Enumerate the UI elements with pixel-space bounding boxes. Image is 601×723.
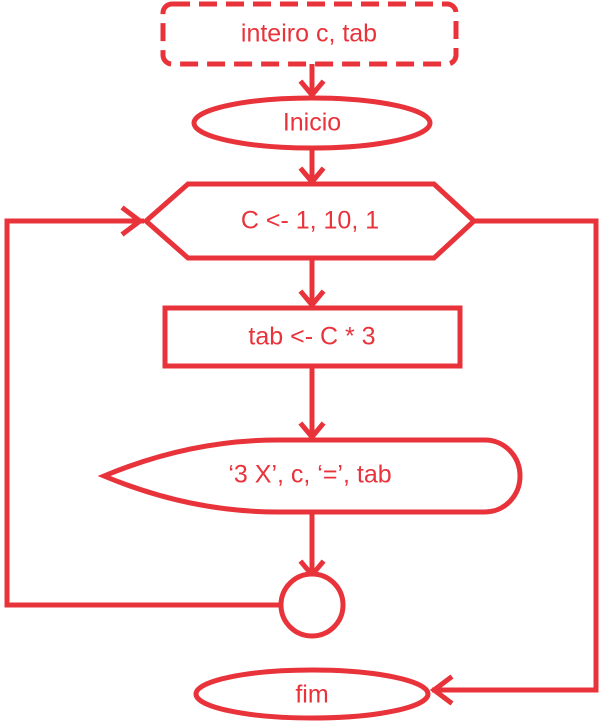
loop-back-line [4,218,281,608]
end-terminator [193,667,431,721]
process-box [162,305,463,369]
start-label: Inicio [283,109,341,137]
arrowhead-left [429,674,454,706]
arrowhead-down [298,421,326,441]
arrowhead-down [298,289,326,309]
display-label: ‘3 X’, c, ‘=’, tab [228,461,391,489]
display-shape [97,437,523,515]
loop-exit-line [432,218,599,693]
declaration-box [160,1,459,67]
loop-label: C <- 1, 10, 1 [241,207,379,235]
end-label: fim [295,681,328,709]
loop-connector-circle [278,571,346,639]
loop-hexagon [142,181,478,261]
declaration-label: inteiro c, tab [241,20,377,48]
process-label: tab <- C * 3 [248,323,375,351]
arrowhead-right [120,205,145,237]
arrowhead-down [298,79,326,99]
